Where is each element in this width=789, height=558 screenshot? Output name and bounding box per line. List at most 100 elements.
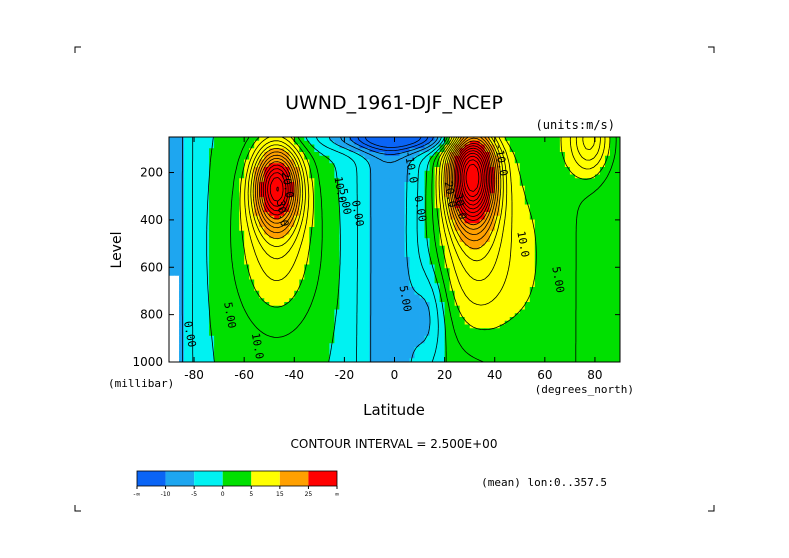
heatmap-cell (499, 287, 506, 292)
heatmap-cell (249, 189, 255, 194)
heatmap-cell (469, 332, 476, 337)
heatmap-cell (304, 242, 310, 247)
heatmap-cell (564, 268, 571, 273)
heatmap-cell (514, 253, 521, 258)
heatmap-cell (609, 197, 616, 202)
heatmap-cell (519, 324, 526, 329)
heatmap-cell (614, 305, 621, 310)
heatmap-cell (239, 197, 245, 202)
heatmap-cell (179, 193, 185, 198)
heatmap-cell (554, 163, 561, 168)
heatmap-cell (209, 268, 215, 273)
heatmap-cell (174, 238, 180, 243)
heatmap-cell (174, 178, 180, 183)
heatmap-cell (594, 245, 601, 250)
heatmap-cell (349, 140, 355, 145)
heatmap-cell (554, 204, 561, 209)
heatmap-cell (399, 189, 405, 194)
heatmap-cell (394, 163, 400, 168)
heatmap-cell (609, 275, 616, 280)
heatmap-cell (174, 298, 180, 303)
heatmap-cell (244, 257, 250, 262)
heatmap-cell (564, 249, 571, 254)
heatmap-cell (194, 170, 200, 175)
heatmap-cell (304, 245, 310, 250)
heatmap-cell (529, 227, 536, 232)
heatmap-cell (464, 227, 471, 232)
heatmap-cell (299, 305, 305, 310)
heatmap-cell (239, 137, 245, 142)
heatmap-cell (319, 313, 325, 318)
heatmap-cell (394, 193, 400, 198)
heatmap-cell (259, 238, 265, 243)
heatmap-cell (299, 215, 305, 220)
heatmap-cell (374, 309, 380, 314)
heatmap-cell (589, 189, 596, 194)
heatmap-cell (579, 268, 586, 273)
heatmap-cell (539, 260, 546, 265)
heatmap-cell (364, 223, 370, 228)
heatmap-cell (364, 140, 370, 145)
heatmap-cell (529, 212, 536, 217)
heatmap-cell (519, 189, 526, 194)
heatmap-cell (574, 193, 581, 198)
heatmap-cell (414, 294, 420, 299)
heatmap-cell (504, 193, 511, 198)
heatmap-cell (539, 275, 546, 280)
heatmap-cell (584, 152, 591, 157)
heatmap-cell (349, 152, 355, 157)
heatmap-cell (504, 275, 511, 280)
heatmap-cell (494, 272, 501, 277)
heatmap-cell (604, 152, 611, 157)
heatmap-cell (544, 148, 551, 153)
heatmap-cell (229, 343, 235, 348)
heatmap-cell (224, 275, 230, 280)
heatmap-cell (514, 328, 521, 333)
heatmap-cell (609, 193, 616, 198)
heatmap-cell (529, 275, 536, 280)
heatmap-cell (349, 234, 355, 239)
heatmap-cell (174, 204, 180, 209)
heatmap-cell (284, 264, 290, 269)
heatmap-cell (459, 167, 466, 172)
heatmap-cell (519, 245, 526, 250)
heatmap-cell (194, 242, 200, 247)
heatmap-cell (369, 182, 375, 187)
heatmap-cell (604, 320, 611, 325)
heatmap-cell (434, 223, 440, 228)
heatmap-cell (544, 234, 551, 239)
heatmap-cell (429, 257, 435, 262)
heatmap-cell (409, 313, 415, 318)
heatmap-cell (499, 335, 506, 340)
heatmap-cell (249, 152, 255, 157)
heatmap-cell (519, 204, 526, 209)
heatmap-cell (394, 268, 400, 273)
heatmap-cell (494, 223, 501, 228)
heatmap-cell (589, 234, 596, 239)
heatmap-cell (409, 249, 415, 254)
heatmap-cell (604, 167, 611, 172)
heatmap-cell (299, 245, 305, 250)
heatmap-cell (314, 155, 320, 160)
heatmap-cell (504, 298, 511, 303)
heatmap-cell (329, 305, 335, 310)
heatmap-cell (549, 320, 556, 325)
heatmap-cell (374, 260, 380, 265)
heatmap-cell (199, 185, 205, 190)
heatmap-cell (329, 212, 335, 217)
heatmap-cell (589, 197, 596, 202)
heatmap-cell (469, 152, 476, 157)
heatmap-cell (264, 227, 270, 232)
heatmap-cell (459, 148, 466, 153)
heatmap-cell (219, 268, 225, 273)
heatmap-cell (399, 212, 405, 217)
heatmap-cell (539, 290, 546, 295)
heatmap-cell (254, 272, 260, 277)
heatmap-cell (479, 242, 486, 247)
heatmap-cell (399, 260, 405, 265)
heatmap-cell (384, 140, 390, 145)
heatmap-cell (394, 174, 400, 179)
heatmap-cell (199, 208, 205, 213)
heatmap-cell (334, 208, 340, 213)
heatmap-cell (529, 182, 536, 187)
